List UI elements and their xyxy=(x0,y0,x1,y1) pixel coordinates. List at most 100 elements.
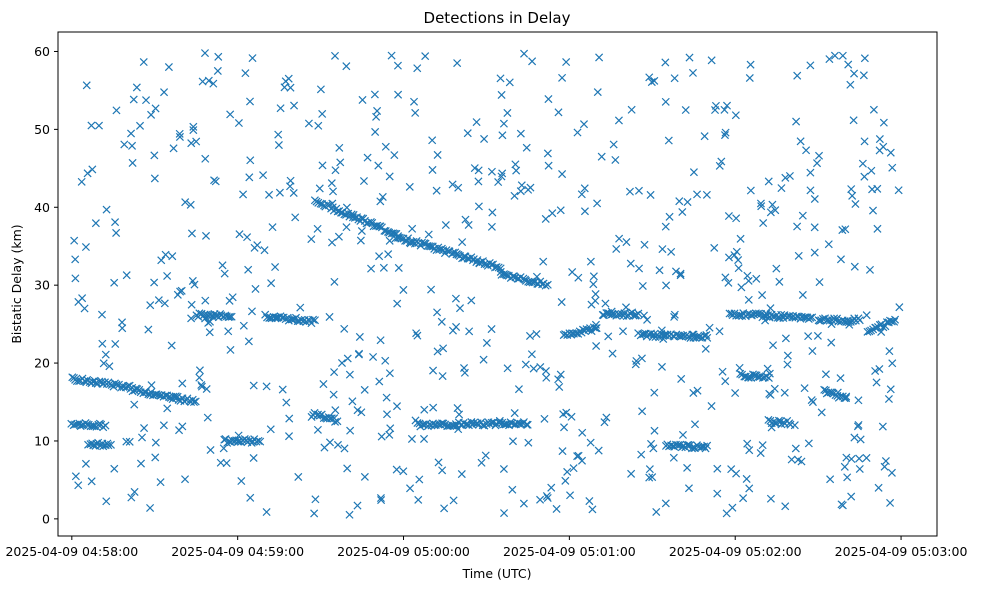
detection-point xyxy=(239,321,248,330)
detection-point xyxy=(147,110,156,119)
detection-point xyxy=(479,355,488,364)
detection-point xyxy=(745,484,754,493)
detection-point xyxy=(494,178,503,187)
detection-point xyxy=(250,243,259,252)
detection-point xyxy=(670,310,679,319)
detection-point xyxy=(319,380,328,389)
detection-point xyxy=(888,163,897,172)
detection-point xyxy=(756,199,765,208)
detection-point xyxy=(529,364,538,373)
detection-point xyxy=(333,440,342,449)
detection-point xyxy=(561,476,570,485)
y-tick-label: 40 xyxy=(34,200,50,215)
detection-point xyxy=(542,373,551,382)
detection-point xyxy=(721,128,730,137)
detection-point xyxy=(377,496,386,505)
detection-point xyxy=(759,218,768,228)
detection-point xyxy=(586,257,595,266)
detection-point xyxy=(734,264,743,273)
detection-point xyxy=(869,105,878,114)
detection-point xyxy=(770,418,779,427)
detection-point xyxy=(785,171,794,180)
detection-point xyxy=(824,240,833,249)
detection-point xyxy=(202,384,211,394)
detection-point xyxy=(94,121,104,130)
detection-point xyxy=(175,129,184,138)
detection-point xyxy=(702,331,711,340)
detection-point xyxy=(214,52,223,61)
detection-point xyxy=(200,49,210,58)
detection-point xyxy=(871,366,880,375)
detection-point xyxy=(813,159,822,168)
x-axis-label: Time (UTC) xyxy=(461,566,531,581)
detection-point xyxy=(854,396,863,405)
detection-point xyxy=(457,470,466,479)
detection-point xyxy=(873,224,882,233)
detection-point xyxy=(884,394,893,404)
detection-point xyxy=(463,129,472,138)
detection-point xyxy=(558,447,567,456)
detection-point xyxy=(211,177,220,186)
detection-point xyxy=(394,263,403,272)
detection-point xyxy=(309,315,318,324)
detection-point xyxy=(237,477,246,486)
detection-point xyxy=(804,439,813,448)
detection-point xyxy=(358,95,367,104)
detection-point xyxy=(163,404,172,413)
detection-point xyxy=(136,121,145,130)
detection-point xyxy=(197,380,206,390)
detection-point xyxy=(187,139,196,148)
detection-point xyxy=(745,73,754,83)
detection-point xyxy=(850,69,859,78)
detection-point xyxy=(190,280,199,289)
detection-point xyxy=(310,509,319,518)
detection-point xyxy=(775,277,784,286)
detection-point xyxy=(363,153,372,162)
detection-point xyxy=(539,257,548,266)
x-tick-label: 2025-04-09 05:03:00 xyxy=(835,544,968,559)
detection-point xyxy=(340,444,349,453)
detection-point xyxy=(249,453,258,463)
detection-point xyxy=(594,446,603,455)
detection-point xyxy=(710,243,719,252)
detection-point xyxy=(622,238,631,247)
detection-point xyxy=(81,242,90,252)
detection-point xyxy=(532,329,541,339)
detection-point xyxy=(879,118,888,127)
detection-point xyxy=(850,262,859,271)
detection-point xyxy=(91,219,100,228)
detection-point xyxy=(662,281,671,290)
detection-point xyxy=(885,347,894,356)
detection-point xyxy=(736,234,745,243)
detection-point xyxy=(700,132,709,141)
detection-point xyxy=(385,430,394,439)
detection-point xyxy=(878,422,887,431)
detection-point xyxy=(127,493,136,502)
detection-point xyxy=(552,504,561,513)
detection-point xyxy=(527,350,536,359)
detection-point xyxy=(650,426,659,435)
detection-point xyxy=(627,469,636,478)
detection-point xyxy=(589,280,598,289)
detection-point xyxy=(865,265,875,274)
detection-point xyxy=(384,250,393,259)
detection-point xyxy=(875,135,884,144)
detection-point xyxy=(667,247,676,256)
detection-point xyxy=(382,393,391,402)
detection-point xyxy=(418,420,427,429)
detection-point xyxy=(455,304,465,313)
detection-point xyxy=(536,362,545,372)
detection-point xyxy=(558,170,567,179)
detection-point xyxy=(494,263,503,272)
detection-point xyxy=(597,152,606,161)
detection-point xyxy=(286,182,295,191)
detection-point xyxy=(187,314,196,323)
detection-point xyxy=(111,339,120,348)
y-tick-label: 10 xyxy=(34,433,50,448)
detection-point xyxy=(810,223,819,232)
detection-point xyxy=(541,281,550,290)
detection-point xyxy=(385,236,394,245)
detection-point xyxy=(815,278,824,287)
detection-point xyxy=(394,90,403,99)
detection-point xyxy=(683,463,692,472)
